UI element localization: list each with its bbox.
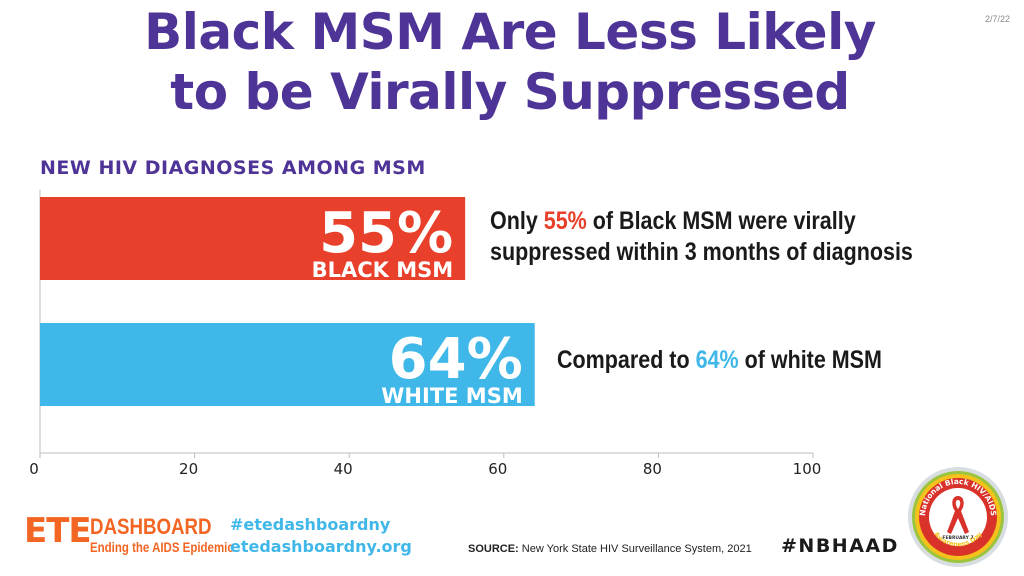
- bar: [40, 197, 466, 280]
- title-line-1: Black MSM Are Less Likely: [144, 3, 876, 61]
- chart-title: NEW HIV DIAGNOSES AMONG MSM: [40, 157, 426, 179]
- awareness-day-badge: National Black HIV/AIDS Awareness Day FE…: [908, 467, 1008, 567]
- red-ribbon-icon: [947, 496, 969, 534]
- nbhaad-hashtag: #NBHAAD: [781, 535, 899, 557]
- source-label: SOURCE:: [468, 543, 519, 555]
- x-tick-label: 60: [488, 460, 507, 478]
- x-tick-label: 0: [29, 460, 39, 478]
- callout-black-line2: suppressed within 3 months of diagnosis: [490, 238, 913, 266]
- website-link[interactable]: etedashboardny.org: [230, 537, 412, 556]
- callout-black-highlight: 55%: [543, 207, 587, 235]
- social-links: #etedashboardny etedashboardny.org: [230, 514, 412, 558]
- title-line-2: to be Virally Suppressed: [170, 63, 850, 121]
- source-text: New York State HIV Surveillance System, …: [518, 543, 752, 555]
- callout-white-msm: Compared to 64% of white MSM: [557, 345, 882, 376]
- callout-black-post: of Black MSM were virally: [586, 207, 856, 235]
- callout-white-highlight: 64%: [695, 346, 739, 374]
- bar-value-label: 55%: [319, 201, 453, 266]
- x-tick-label: 20: [179, 460, 198, 478]
- bar-category-label: BLACK MSM: [312, 258, 454, 282]
- badge-date: FEBRUARY 7: [942, 535, 973, 541]
- bar-value-label: 64%: [389, 327, 523, 392]
- callout-white-post: of white MSM: [738, 346, 882, 374]
- x-tick-label: 100: [793, 460, 822, 478]
- hashtag-link[interactable]: #etedashboardny: [230, 515, 391, 534]
- logo-tagline: Ending the AIDS Epidemic: [90, 539, 234, 555]
- bar-category-label: WHITE MSM: [381, 384, 522, 408]
- slide-title: Black MSM Are Less Likely to be Virally …: [60, 2, 960, 122]
- callout-white-pre: Compared to: [557, 346, 696, 374]
- logo-ete-text: ETE: [24, 511, 92, 551]
- callout-black-msm: Only 55% of Black MSM were virally suppr…: [490, 206, 913, 268]
- source-note: SOURCE: New York State HIV Surveillance …: [468, 543, 752, 555]
- x-tick-label: 40: [334, 460, 353, 478]
- slide-date: 2/7/22: [984, 14, 1010, 24]
- bar: [40, 323, 535, 406]
- logo-dashboard-text: DASHBOARD: [90, 514, 212, 539]
- callout-black-pre: Only: [490, 207, 544, 235]
- x-tick-label: 80: [643, 460, 662, 478]
